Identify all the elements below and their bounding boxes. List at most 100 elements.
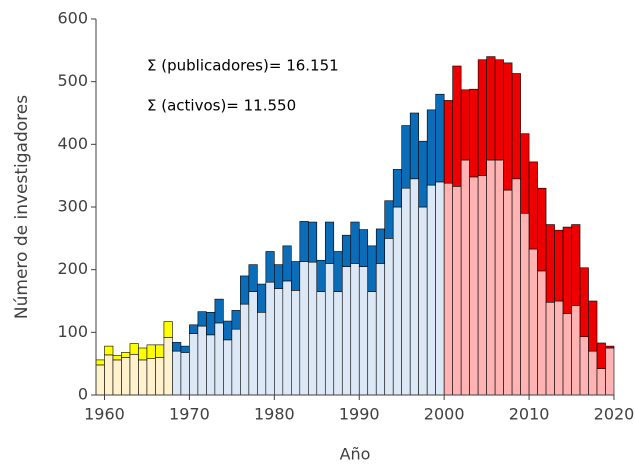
bar-segment — [469, 176, 479, 396]
y-tick-label: 500 — [57, 71, 88, 90]
bar-segment — [138, 359, 148, 396]
bar-segment — [367, 245, 377, 292]
bar-segment — [511, 178, 521, 396]
bar-segment — [384, 238, 394, 396]
y-tick-label: 100 — [57, 322, 88, 341]
bar-segment — [588, 350, 598, 396]
bar-segment — [214, 322, 224, 396]
bar-segment — [486, 159, 496, 396]
bar-segment — [172, 350, 182, 396]
bar-segment — [223, 320, 233, 341]
bar-segment — [299, 261, 309, 396]
bar-segment — [426, 109, 436, 186]
bar-segment — [435, 93, 445, 183]
bar-segment — [367, 291, 377, 396]
bar-segment — [503, 189, 513, 396]
bar-segment — [248, 264, 258, 292]
bar-segment — [511, 73, 521, 180]
bar-segment — [316, 259, 326, 292]
bar-segment — [206, 334, 216, 396]
bar-segment — [545, 301, 555, 396]
bar-segment — [214, 298, 224, 324]
x-axis-label: Año — [340, 445, 371, 464]
bar-segment — [486, 56, 496, 161]
bar-segment — [223, 339, 233, 396]
bar-segment — [265, 281, 275, 396]
bar-segment — [596, 342, 606, 369]
bar-segment — [104, 345, 114, 356]
bar-segment — [477, 59, 487, 176]
bar-segment — [197, 325, 207, 396]
bar-segment — [426, 184, 436, 396]
bar-segment — [121, 352, 131, 358]
y-axis-label: Número de investigadores — [12, 95, 32, 319]
x-tick-label: 1990 — [339, 405, 380, 424]
x-tick-label: 2010 — [509, 405, 550, 424]
bar-segment — [579, 336, 589, 396]
bar-segment — [605, 345, 615, 349]
bar-segment — [146, 358, 156, 396]
bar-segment — [248, 291, 258, 396]
bar-segment — [537, 187, 547, 272]
bar-segment — [469, 88, 479, 178]
bar-segment — [554, 229, 564, 302]
bar-segment — [443, 100, 453, 184]
bar-segment — [299, 221, 309, 262]
bar-segment — [545, 224, 555, 303]
bar-segment — [358, 266, 369, 396]
bar-segment — [409, 112, 419, 180]
bar-segment — [375, 263, 386, 396]
bar-segment — [392, 169, 403, 208]
bar-segment — [265, 251, 275, 283]
bar-segment — [384, 200, 394, 239]
bar-segment — [562, 226, 572, 314]
bar-segment — [138, 347, 148, 361]
bar-segment — [452, 186, 462, 396]
bar-segment — [282, 245, 292, 282]
bar-segment — [274, 264, 284, 289]
bar-segment — [257, 283, 267, 313]
bar-segment — [571, 305, 581, 396]
bar-segment — [121, 357, 131, 396]
y-tick-label: 400 — [57, 134, 88, 153]
y-tick-label: 0 — [78, 385, 88, 404]
bar-segment — [494, 59, 504, 161]
bar-segment — [112, 355, 122, 361]
bar-segment — [528, 161, 538, 250]
bar-segment — [163, 337, 173, 396]
bar-segment — [333, 251, 343, 292]
bar-segment — [375, 228, 386, 264]
bar-segment — [494, 159, 504, 396]
bar-segment — [528, 248, 538, 396]
bar-segment — [460, 159, 470, 396]
bar-segment — [579, 267, 589, 338]
bar-segment — [307, 261, 318, 396]
bar-segment — [163, 321, 173, 338]
bar-segment — [129, 353, 139, 396]
bar-segment — [409, 178, 419, 396]
bar-segment — [401, 187, 411, 396]
bar-segment — [231, 328, 241, 396]
bar-segment — [155, 344, 165, 358]
bar-segment — [189, 324, 199, 334]
y-tick-label: 600 — [57, 9, 88, 28]
bar-segment — [231, 310, 241, 330]
bar-segment — [350, 221, 360, 264]
x-tick-label: 2020 — [594, 405, 635, 424]
bar-segment — [172, 342, 182, 352]
bar-segment — [95, 364, 105, 396]
bar-segment — [596, 368, 606, 396]
bar-segment — [112, 359, 122, 396]
bar-segment — [554, 300, 564, 396]
bar-segment — [316, 291, 326, 396]
bar-segment — [418, 206, 428, 396]
bar-segment — [418, 140, 428, 208]
bar-segment — [435, 181, 445, 396]
y-tick-label: 200 — [57, 259, 88, 278]
bar-segment — [155, 357, 165, 396]
bar-segment — [282, 280, 292, 396]
bar-segment — [333, 291, 343, 396]
bar-segment — [257, 311, 267, 396]
bar-segment — [240, 275, 250, 305]
